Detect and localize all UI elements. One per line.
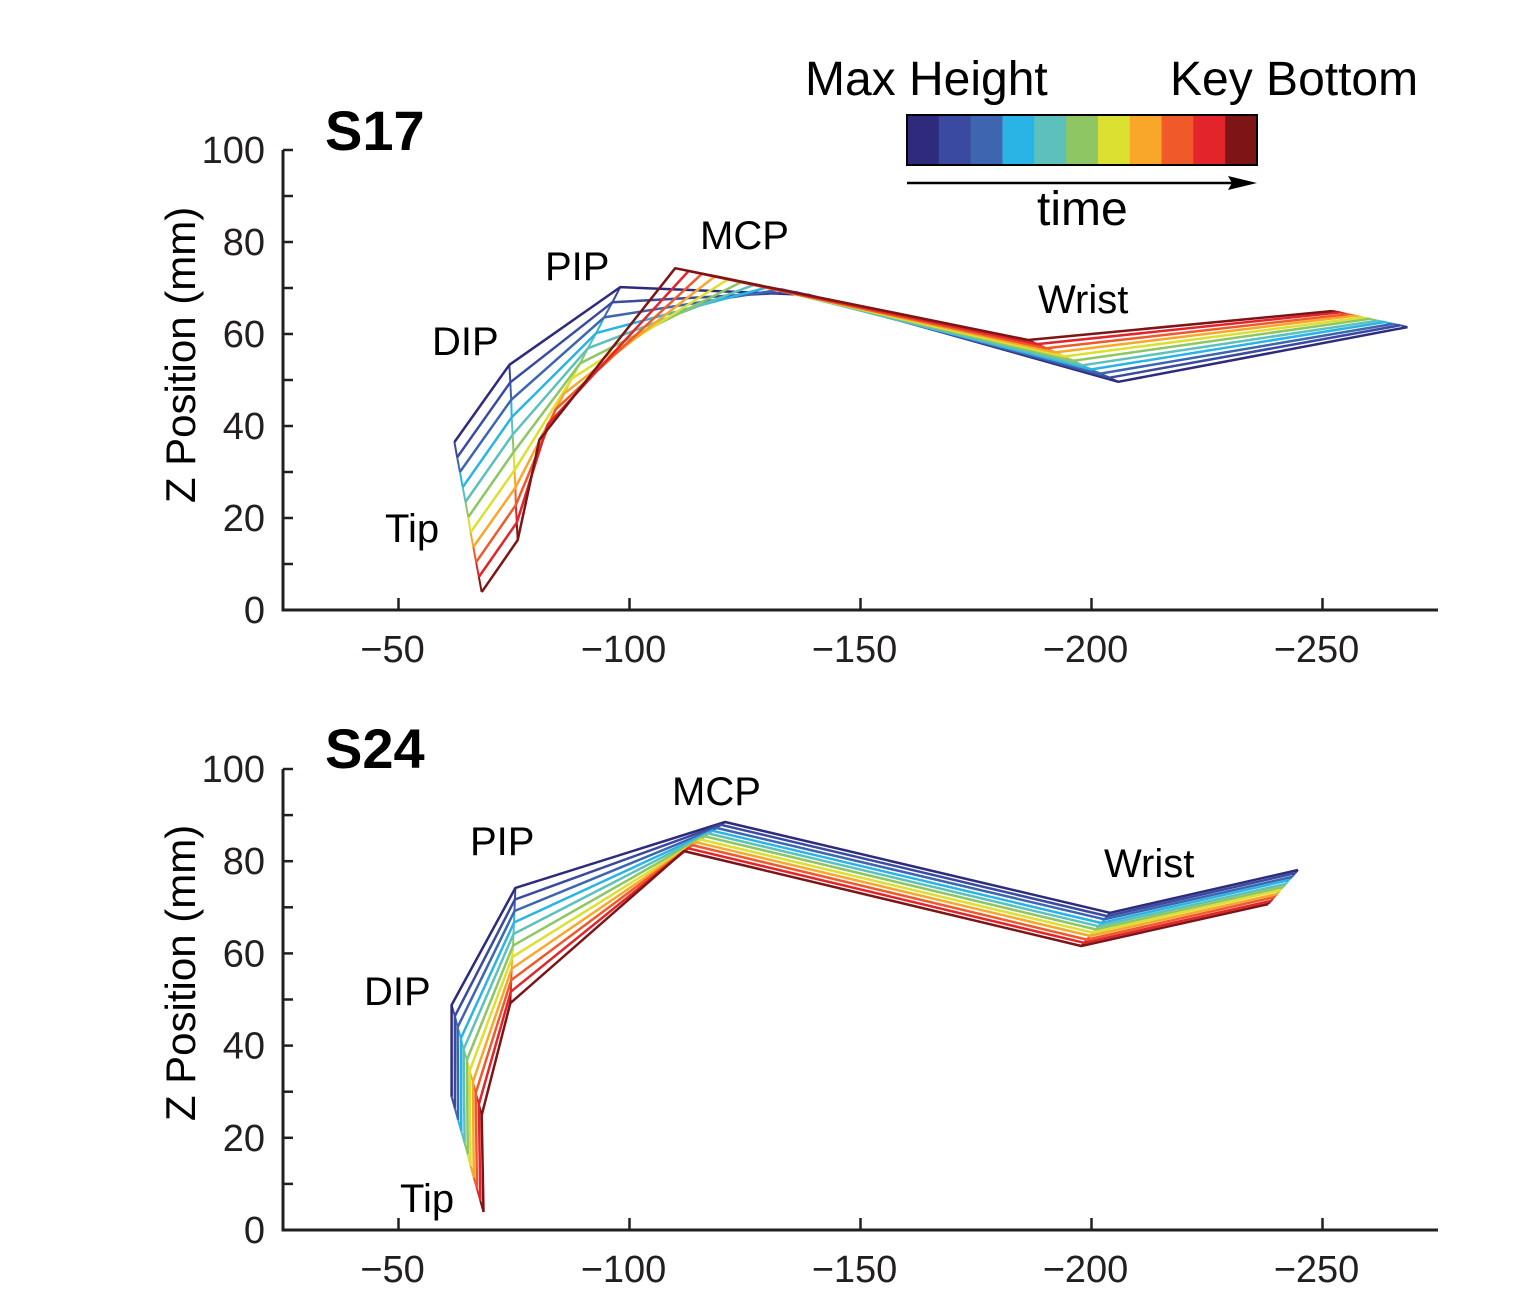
joint-trajectory-dip (509, 382, 513, 400)
legend-left-label: Max Height (805, 53, 1048, 106)
finger-pose-frame-0 (453, 285, 1408, 443)
finger-pose-frame-6 (468, 838, 1281, 1166)
annotation-tip: Tip (400, 1177, 454, 1221)
joint-trajectory-dip (510, 417, 514, 435)
joint-trajectory-dip (511, 434, 515, 453)
y-axis-label: Z Position (mm) (157, 825, 204, 1121)
finger-pose-frame-9 (477, 269, 1341, 578)
colorbar-swatch (1097, 115, 1131, 165)
x-tick-label: −200 (1043, 1249, 1129, 1291)
plot-s24: S24 Z Position (mm) Tip DIP PIP MCP Wris… (157, 717, 1438, 1291)
x-tick-label: −150 (812, 1249, 898, 1291)
finger-pose-frame-7 (471, 841, 1278, 1178)
finger-pose-frame-10 (480, 266, 1333, 593)
y-tick-label: 0 (244, 590, 265, 632)
finger-pose-frame-6 (469, 277, 1363, 534)
finger-pose-frame-2 (456, 826, 1293, 1120)
finger-pose-frame-7 (472, 274, 1356, 548)
annotation-wrist: Wrist (1038, 278, 1128, 322)
finger-pose-frame-8 (474, 843, 1275, 1190)
y-tick-label: 40 (223, 1026, 265, 1068)
annotation-tip: Tip (385, 507, 439, 551)
x-tick-label: −50 (360, 1249, 424, 1291)
y-tick-label: 20 (223, 498, 265, 540)
legend-right-label: Key Bottom (1170, 53, 1418, 106)
annotation-pip: PIP (470, 820, 534, 864)
finger-pose-frame-0 (450, 820, 1299, 1097)
joint-trajectory-tip (464, 501, 470, 518)
joint-trajectory-tip (467, 516, 472, 533)
colorbar (906, 114, 1258, 166)
x-tick-label: −150 (812, 629, 898, 671)
time-colorbar-legend: Max Height Key Bottom time (805, 53, 1418, 236)
time-arrow-head-icon (1228, 176, 1257, 190)
finger-pose-frame-2 (458, 288, 1393, 473)
annotation-dip: DIP (364, 970, 431, 1014)
finger-pose-frame-4 (464, 283, 1378, 503)
x-tick-label: −50 (360, 629, 424, 671)
colorbar-swatch (1161, 115, 1194, 165)
y-axis-label: Z Position (mm) (157, 207, 204, 503)
joint-trajectory-tip (475, 561, 480, 578)
annotation-pip: PIP (545, 245, 609, 289)
x-tick-label: −100 (581, 1249, 667, 1291)
finger-pose-frame-3 (461, 285, 1386, 488)
finger-pose-frame-1 (453, 823, 1296, 1109)
y-tick-label: 80 (223, 222, 265, 264)
x-tick-label: −200 (1043, 629, 1129, 671)
joint-trajectory-dip (508, 364, 512, 383)
joint-trajectory-dip (512, 452, 516, 471)
annotation-dip: DIP (432, 320, 499, 364)
y-tick-label: 60 (223, 314, 265, 356)
colorbar-swatch (1034, 115, 1067, 165)
colorbar-swatch (907, 115, 940, 165)
finger-pose-frame-3 (459, 829, 1290, 1132)
y-tick-label: 100 (202, 130, 265, 172)
y-tick-label: 100 (202, 749, 265, 791)
joint-trajectory-tip (461, 486, 467, 503)
joint-trajectory-tip (477, 576, 483, 593)
joint-trajectory-tip (469, 532, 475, 548)
plot-title: S24 (325, 717, 425, 780)
colorbar-swatch (1066, 115, 1099, 165)
x-tick-label: −100 (581, 629, 667, 671)
y-tick-label: 40 (223, 406, 265, 448)
plot-title: S17 (325, 99, 425, 162)
colorbar-border (906, 114, 1258, 166)
legend-arrow-label: time (1037, 183, 1128, 236)
annotation-mcp: MCP (672, 770, 761, 814)
colorbar-swatch (970, 115, 1003, 165)
y-tick-label: 20 (223, 1118, 265, 1160)
joint-trajectory-pip (611, 286, 622, 303)
colorbar-swatch (938, 115, 972, 165)
finger-pose-frame-10 (480, 849, 1269, 1213)
finger-pose-frame-4 (462, 832, 1287, 1143)
y-tick-label: 0 (244, 1210, 265, 1252)
x-tick-label: −250 (1274, 629, 1360, 671)
joint-trajectory-dip (513, 470, 517, 488)
finger-pose-frame-5 (465, 835, 1284, 1155)
annotation-wrist: Wrist (1104, 842, 1194, 886)
x-tick-label: −250 (1274, 1249, 1360, 1291)
finger-pose-frame-9 (477, 847, 1272, 1201)
finger-pose-frame-1 (456, 290, 1401, 459)
colorbar-swatch (1002, 115, 1035, 165)
joint-trajectory-tip (458, 471, 464, 488)
plot-s17: S17 Z Position (mm) Tip DIP PIP MCP Wris… (157, 99, 1438, 671)
joint-trajectory-tip (453, 441, 459, 458)
annotation-mcp: MCP (700, 214, 789, 258)
y-tick-label: 60 (223, 933, 265, 975)
finger-pose-frame-8 (475, 272, 1348, 563)
colorbar-swatch (1225, 115, 1258, 165)
colorbar-swatch (1129, 115, 1163, 165)
y-tick-label: 80 (223, 841, 265, 883)
joint-trajectory-tip (456, 457, 461, 473)
colorbar-swatch (1193, 115, 1226, 165)
joint-trajectory-tip (472, 546, 478, 563)
